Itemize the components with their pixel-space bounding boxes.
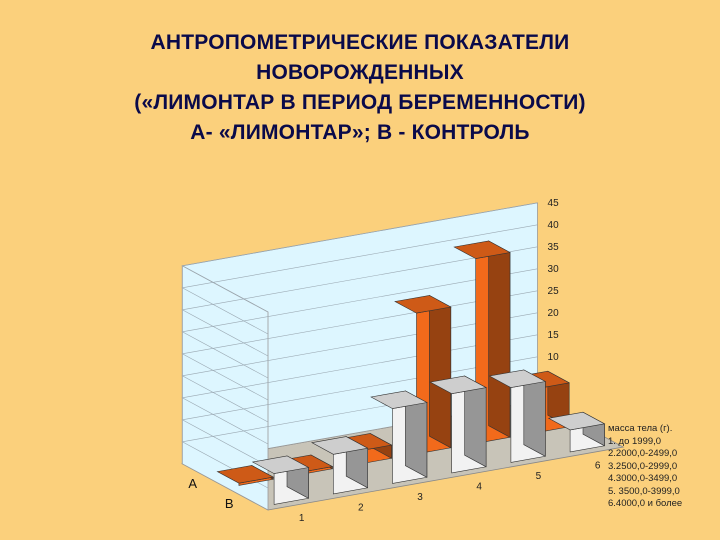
chart-title: АНТРОПОМЕТРИЧЕСКИЕ ПОКАЗАТЕЛИ НОВОРОЖДЕН… [0,28,720,148]
y-tick-label: 25 [548,286,560,297]
title-line-1: АНТРОПОМЕТРИЧЕСКИЕ ПОКАЗАТЕЛИ [150,31,570,54]
bar-top-face [547,411,606,431]
gridline [181,202,538,313]
gridline [181,224,538,335]
bar-side-face [429,294,452,449]
legend-item-3: 3.2500,0-2999,0 [608,460,678,472]
bar-top-face [216,465,275,484]
y-tick-label: 45 [548,198,560,209]
x-tick-label: 2 [358,502,364,513]
bar-side-face [488,240,511,438]
bar-b-5 [488,369,547,463]
x-tick-label: 6 [595,460,601,471]
series-label: A [188,476,197,491]
bar-b-1 [251,455,310,505]
bar-top-face [251,455,310,474]
bar-top-face [488,369,547,388]
bar-a-1 [216,464,275,486]
y-tick-label: 40 [548,220,560,231]
bar-b-4 [429,375,488,474]
bar-top-face [370,390,428,409]
legend-item-5: 5. 3500,0-3999,0 [608,485,680,497]
legend-item-1: 1. до 1999,0 [608,435,662,447]
bar-top-face [453,240,511,259]
bar-b-6 [547,411,606,453]
gridline [181,246,538,357]
title-line-2: НОВОРОЖДЕННЫХ [256,61,464,84]
title-line-4: А- «ЛИМОНТАР»; В - КОНТРОЛЬ [190,121,530,144]
x-tick-label: 4 [476,481,482,492]
legend-item-6: 6.4000,0 и более [608,498,683,509]
legend-item-4: 4.3000,0-3499,0 [608,473,678,484]
gridline [181,268,538,379]
legend-title: масса тела (г). [608,423,673,434]
y-tick-label: 35 [548,242,560,253]
bar-top-face [429,375,488,395]
y-tick-label: 15 [548,330,560,341]
x-tick-label: 3 [417,492,423,503]
bar-top-face [311,436,369,455]
legend-item-2: 2.2000,0-2499,0 [608,448,678,459]
chart-legend: масса тела (г). 1. до 1999,0 2.2000,0-24… [608,423,682,511]
bar-b-2 [311,436,369,495]
series-label: B [225,496,234,511]
y-tick-label: 20 [548,308,560,319]
series-labels: AB [188,476,233,511]
y-tick-label: 30 [548,264,560,275]
bar-top-face [394,295,452,314]
x-axis-tick-labels: 1 2 3 4 5 6 [299,460,601,524]
x-tick-label: 1 [299,513,305,524]
title-line-3: («ЛИМОНТАР В ПЕРИОД БЕРЕМЕННОСТИ) [134,91,586,114]
y-tick-label: 10 [548,352,560,363]
chart-bars [216,240,606,505]
bar-b-3 [370,390,428,484]
x-tick-label: 5 [536,471,542,482]
